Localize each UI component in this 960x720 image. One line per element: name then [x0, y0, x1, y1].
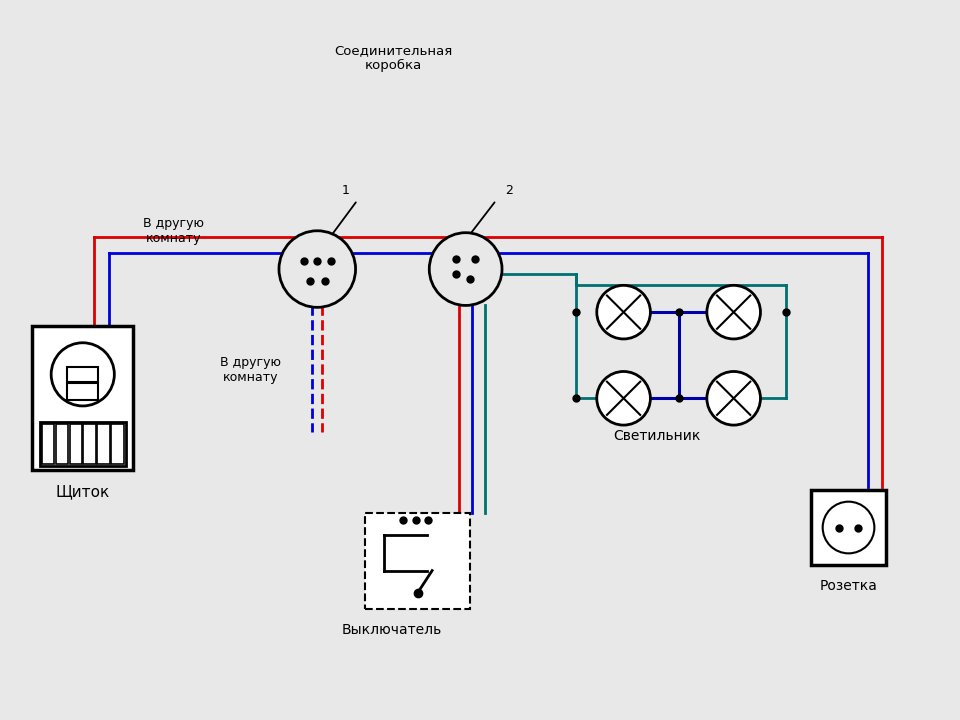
Text: В другую
комнату: В другую комнату — [143, 217, 204, 245]
Bar — [67, 366, 98, 382]
Bar — [33, 326, 133, 470]
Circle shape — [707, 372, 760, 425]
Text: Соединительная
коробка: Соединительная коробка — [335, 44, 453, 72]
Bar — [365, 513, 470, 609]
Circle shape — [597, 285, 650, 339]
Bar — [56, 424, 68, 464]
Circle shape — [429, 233, 502, 305]
Bar — [42, 424, 55, 464]
Bar — [97, 424, 109, 464]
Bar — [40, 422, 126, 467]
Bar — [84, 424, 96, 464]
Bar — [811, 490, 886, 565]
Text: Светильник: Светильник — [613, 429, 701, 443]
Text: Розетка: Розетка — [820, 579, 877, 593]
Text: 1: 1 — [342, 184, 350, 197]
Circle shape — [823, 502, 875, 554]
Circle shape — [707, 285, 760, 339]
Text: 2: 2 — [505, 184, 513, 197]
Text: Выключатель: Выключатель — [341, 624, 442, 637]
Circle shape — [51, 343, 114, 406]
Circle shape — [279, 231, 355, 307]
Text: Щиток: Щиток — [56, 485, 109, 500]
Bar — [69, 424, 82, 464]
Bar — [67, 383, 98, 400]
Bar — [111, 424, 124, 464]
Circle shape — [597, 372, 650, 425]
Text: В другую
комнату: В другую комнату — [220, 356, 280, 384]
